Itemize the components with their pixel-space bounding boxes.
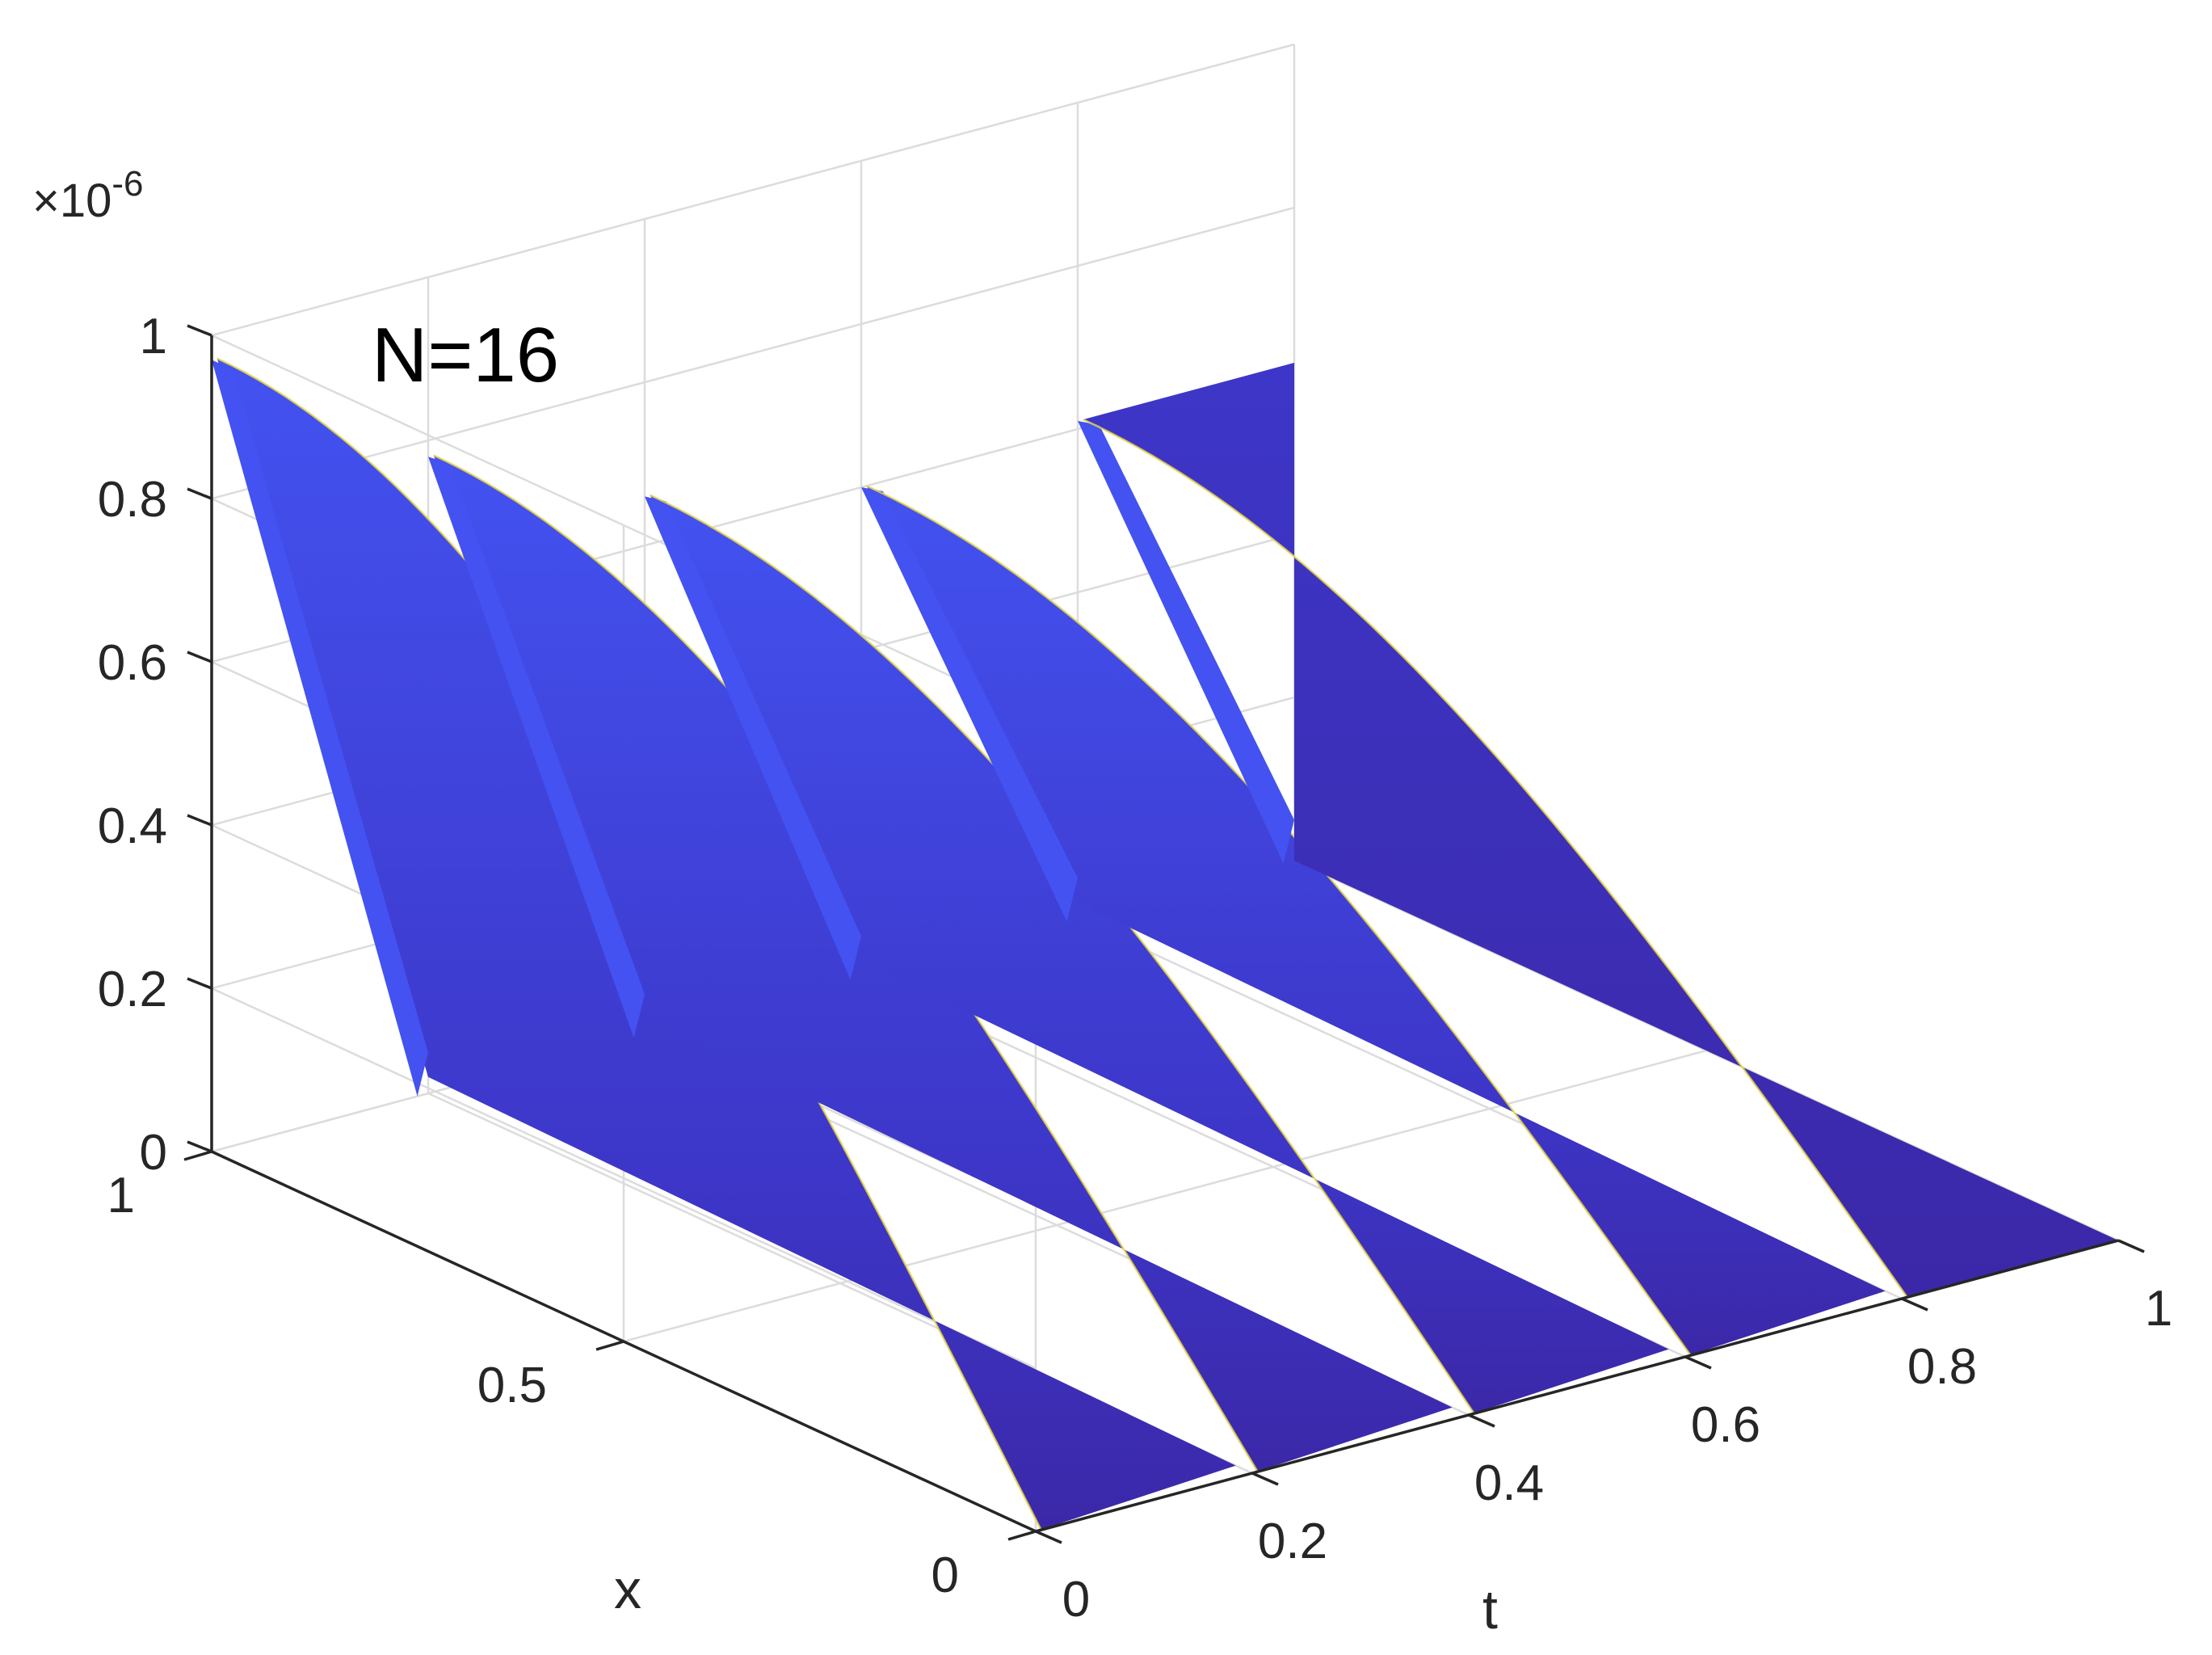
t-tick-3 <box>1684 1355 1712 1370</box>
x-tick-label-0: 0 <box>931 1548 959 1603</box>
t-tick-2 <box>1468 1413 1495 1428</box>
z-tick-0 <box>187 1140 212 1153</box>
surface-ridge-drop-0 <box>212 360 428 1097</box>
z-tick-1 <box>187 977 212 990</box>
x-tick-2 <box>183 1150 212 1161</box>
t-tick-1 <box>1251 1472 1279 1486</box>
surface-ridge-drop-3 <box>861 487 1078 922</box>
t-axis-label: t <box>1482 1579 1498 1640</box>
surface-ridge-4 <box>1083 362 2118 1299</box>
x-tick-0 <box>1007 1530 1037 1541</box>
surface-ridge-crest-4 <box>1083 418 1908 1298</box>
z-tick-label-2: 0.4 <box>98 798 167 854</box>
t-tick-label-3: 0.6 <box>1691 1397 1760 1453</box>
surface-ridge-2 <box>650 495 1669 1415</box>
surface-ridge-drop-2 <box>645 496 861 980</box>
t-tick-label-2: 0.4 <box>1474 1455 1544 1511</box>
surface <box>212 357 2118 1531</box>
z-tick-4 <box>187 487 212 500</box>
x-tick-label-1: 0.5 <box>477 1358 547 1413</box>
t-axis-line <box>1035 1239 2119 1533</box>
z-tick-5 <box>187 324 212 337</box>
surface-ridge-drop-1 <box>428 457 645 1038</box>
z-exponent-times: ×10 <box>32 175 111 227</box>
t-tick-label-4: 0.8 <box>1907 1339 1977 1395</box>
z-tick-3 <box>187 651 212 663</box>
z-exponent-power: -6 <box>111 164 143 204</box>
x-tick-1 <box>595 1340 624 1351</box>
z-tick-label-1: 0.2 <box>98 962 167 1017</box>
surface-ridge-3 <box>866 486 1886 1358</box>
t-tick-label-5: 1 <box>2145 1281 2172 1337</box>
x-axis-label: x <box>614 1559 641 1620</box>
surface-ridge-drop-4 <box>1078 420 1294 864</box>
t-tick-0 <box>1035 1530 1062 1544</box>
z-tick-label-4: 0.8 <box>98 472 167 528</box>
z-exponent-label: ×10-6 <box>32 164 144 227</box>
labels: N=16 ×10-6 x t <box>32 164 1498 1640</box>
annotation-n16: N=16 <box>372 312 559 398</box>
t-tick-5 <box>2117 1239 2145 1253</box>
t-tick-4 <box>1901 1297 1928 1312</box>
t-tick-label-0: 0 <box>1062 1572 1090 1628</box>
z-tick-label-3: 0.6 <box>98 635 167 691</box>
z-tick-2 <box>187 814 212 827</box>
x-tick-label-2: 1 <box>107 1168 135 1223</box>
t-tick-label-1: 0.2 <box>1258 1514 1327 1569</box>
z-tick-label-5: 1 <box>140 309 167 364</box>
z-tick-label-0: 0 <box>140 1125 167 1181</box>
surface-ridge-1 <box>433 455 1453 1473</box>
